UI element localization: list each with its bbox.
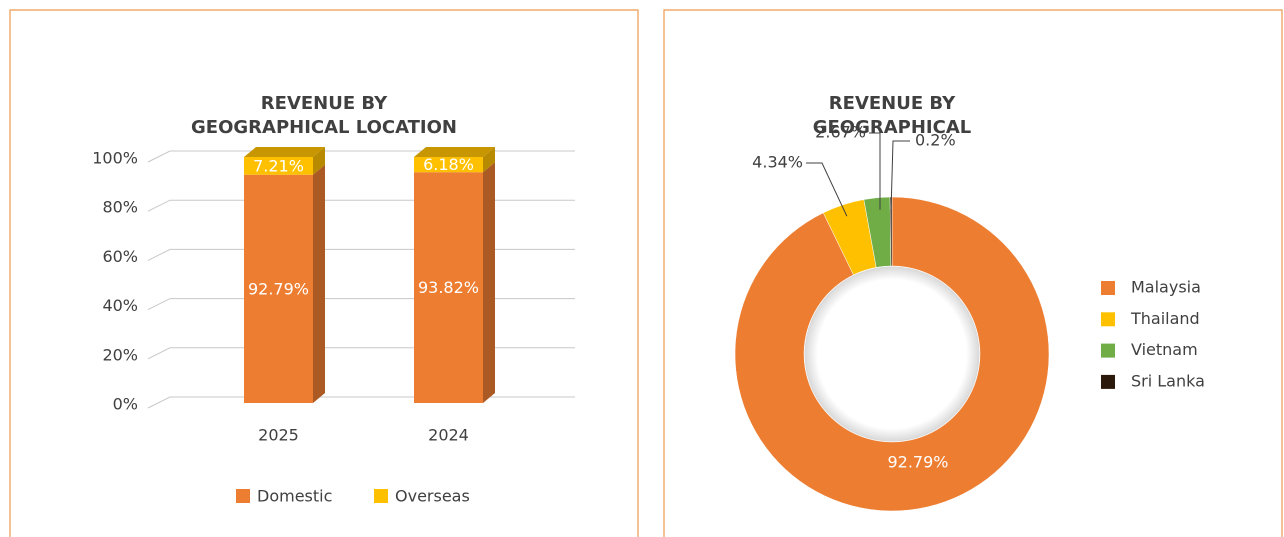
legend-swatch bbox=[374, 489, 388, 503]
bar bbox=[414, 172, 483, 403]
legend-label: Malaysia bbox=[1131, 278, 1201, 297]
y-tick-label: 0% bbox=[113, 395, 138, 414]
bar-side bbox=[313, 164, 325, 403]
y-tick-label: 60% bbox=[102, 247, 138, 266]
bar-side bbox=[313, 147, 325, 175]
legend-label: Sri Lanka bbox=[1131, 371, 1205, 390]
grid-line bbox=[147, 298, 575, 311]
legend-label: Domestic bbox=[257, 487, 332, 506]
donut-hole bbox=[804, 266, 980, 442]
legend-swatch bbox=[1101, 374, 1115, 389]
bar-top bbox=[414, 147, 495, 157]
bar-side bbox=[483, 162, 495, 403]
data-label: 6.18% bbox=[423, 155, 474, 174]
legend-swatch bbox=[1101, 343, 1115, 358]
legend-label: Overseas bbox=[395, 487, 470, 506]
chart-title: REVENUE BY GEOGRAPHICAL LOCATION bbox=[191, 93, 457, 138]
grid-line bbox=[147, 347, 575, 360]
leader-line bbox=[890, 140, 910, 210]
bar-side bbox=[483, 147, 495, 173]
pie-slice bbox=[889, 196, 893, 267]
grid-line bbox=[147, 199, 575, 212]
x-tick-label: 2024 bbox=[428, 426, 469, 445]
data-label: 92.79% bbox=[887, 453, 948, 472]
chart-title: REVENUE BY GEOGRAPHICAL bbox=[812, 93, 972, 138]
data-label: 0.2% bbox=[915, 131, 956, 150]
grid-line bbox=[147, 150, 575, 163]
legend-swatch bbox=[1101, 281, 1115, 295]
y-tick-label: 100% bbox=[92, 149, 138, 168]
panel-border bbox=[663, 9, 1283, 537]
y-tick-label: 40% bbox=[102, 296, 138, 315]
bar bbox=[414, 157, 483, 173]
grid-line bbox=[147, 396, 575, 409]
data-label: 2.67% bbox=[815, 123, 866, 142]
y-tick-label: 20% bbox=[102, 345, 138, 364]
leader-line bbox=[806, 162, 848, 217]
x-tick-label: 2025 bbox=[258, 426, 299, 445]
legend-swatch bbox=[236, 489, 250, 503]
legend-label: Thailand bbox=[1130, 309, 1200, 328]
panel-border bbox=[9, 9, 639, 537]
bar-top bbox=[244, 147, 325, 157]
leader-line bbox=[869, 132, 881, 210]
y-tick-label: 80% bbox=[102, 198, 138, 217]
bar bbox=[244, 157, 313, 175]
pie-slice bbox=[734, 196, 1050, 512]
data-label: 7.21% bbox=[253, 156, 304, 175]
data-label: 92.79% bbox=[248, 279, 309, 298]
bar bbox=[244, 174, 313, 403]
data-label: 4.34% bbox=[752, 153, 803, 172]
data-label: 93.82% bbox=[418, 278, 479, 297]
legend-label: Vietnam bbox=[1131, 340, 1198, 359]
grid-line bbox=[147, 248, 575, 261]
legend-swatch bbox=[1101, 312, 1115, 327]
